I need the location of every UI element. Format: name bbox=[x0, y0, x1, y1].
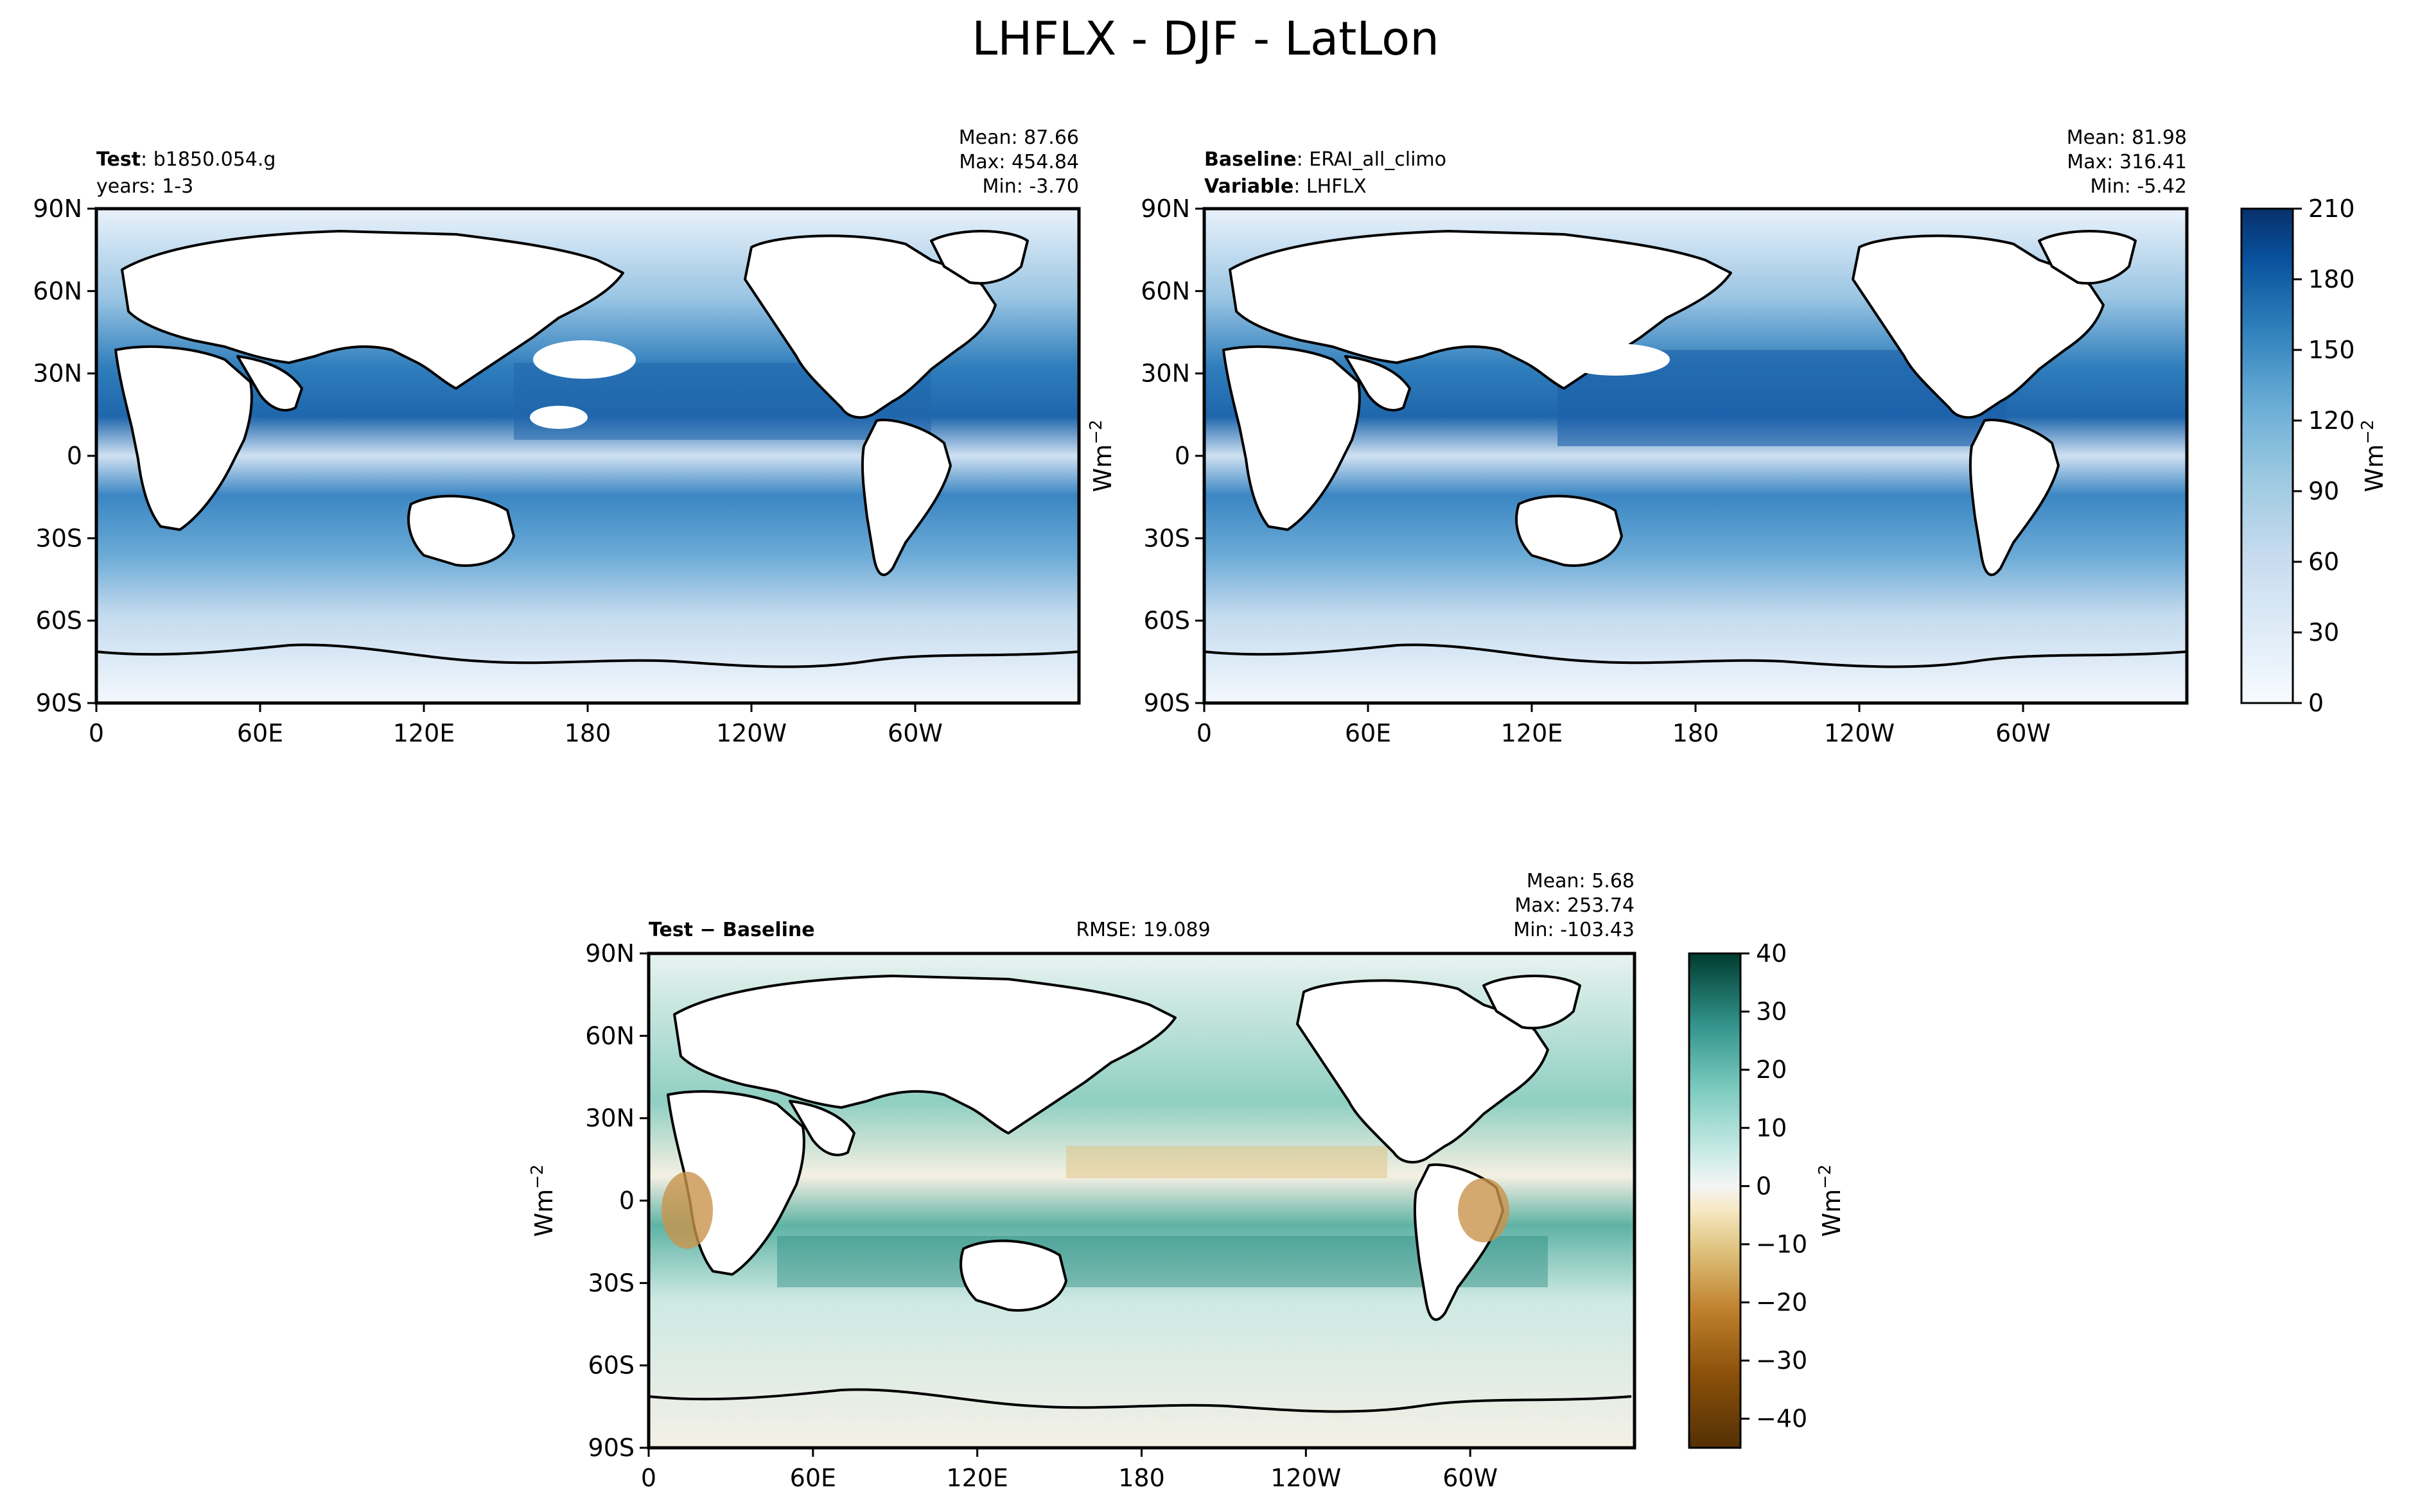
y-tick-label: 30N bbox=[585, 1104, 635, 1133]
y-tick-label: 0 bbox=[67, 442, 82, 470]
x-tick-label: 120E bbox=[946, 1464, 1008, 1492]
test-max: Max: 454.84 bbox=[959, 151, 1079, 173]
y-tick-label: 60S bbox=[588, 1351, 635, 1380]
x-tick-label: 60E bbox=[237, 719, 283, 747]
baseline-mean: Mean: 81.98 bbox=[2067, 126, 2187, 149]
x-tick-label: 60E bbox=[1345, 719, 1391, 747]
colorbar-tick-label: 210 bbox=[2308, 195, 2355, 223]
y-tick-label: 60N bbox=[585, 1021, 635, 1050]
x-tick-label: 60E bbox=[790, 1464, 836, 1492]
ylabel-baseline: Wm−2 bbox=[1087, 420, 1117, 492]
y-tick-label: 30N bbox=[1141, 360, 1190, 388]
y-tick-label: 60S bbox=[36, 607, 82, 635]
diff-max: Max: 253.74 bbox=[1514, 894, 1635, 917]
y-tick-label: 0 bbox=[619, 1186, 635, 1215]
y-tick-label: 30N bbox=[33, 360, 82, 388]
colorbar-tick-label: −30 bbox=[1756, 1346, 1807, 1375]
y-tick-label: 90N bbox=[1141, 195, 1190, 223]
colorbar-tick-label: 180 bbox=[2308, 265, 2355, 293]
diff-map-brown-patch bbox=[662, 1172, 713, 1249]
y-tick-label: 90S bbox=[588, 1434, 635, 1462]
colorbar-tick-label: 90 bbox=[2308, 477, 2339, 505]
x-tick-label: 120E bbox=[393, 719, 455, 747]
x-tick-label: 0 bbox=[89, 719, 104, 747]
y-tick-label: 90S bbox=[1144, 689, 1190, 717]
test-label: Test: b1850.054.g bbox=[96, 148, 276, 171]
colorbar-tick-label: 30 bbox=[1756, 998, 1787, 1026]
test-min: Min: -3.70 bbox=[983, 175, 1080, 198]
colorbar-tick-label: 150 bbox=[2308, 336, 2355, 364]
diff-label: Test − Baseline bbox=[649, 919, 815, 941]
x-tick-label: 0 bbox=[641, 1464, 656, 1492]
y-tick-label: 30S bbox=[588, 1269, 635, 1297]
y-tick-label: 60N bbox=[33, 277, 82, 305]
test-mean: Mean: 87.66 bbox=[959, 126, 1079, 149]
baseline-variable: Variable: LHFLX bbox=[1204, 175, 1367, 198]
x-tick-label: 60W bbox=[1995, 719, 2051, 747]
colorbar-tick-label: 40 bbox=[1756, 939, 1787, 968]
colorbar-tick-label: 20 bbox=[1756, 1056, 1787, 1084]
colorbar-blues-label: Wm−2 bbox=[2358, 420, 2389, 492]
diff-rmse: RMSE: 19.089 bbox=[1076, 919, 1210, 941]
colorbar-tick-label: 0 bbox=[2308, 689, 2324, 717]
colorbar-tick-label: 30 bbox=[2308, 618, 2339, 647]
figure-title: LHFLX - DJF - LatLon bbox=[972, 12, 1439, 65]
colorbar-blues-fill bbox=[2240, 207, 2294, 704]
x-tick-label: 120W bbox=[716, 719, 787, 747]
x-tick-label: 120E bbox=[1501, 719, 1563, 747]
baseline-min: Min: -5.42 bbox=[2091, 175, 2187, 198]
colorbar-brbg-label: Wm−2 bbox=[1816, 1165, 1846, 1237]
colorbar-blues bbox=[2240, 207, 2294, 704]
test-years: years: 1-3 bbox=[96, 175, 193, 198]
y-tick-label: 90N bbox=[585, 939, 635, 968]
colorbar-tick-label: 0 bbox=[1756, 1172, 1771, 1200]
y-tick-label: 30S bbox=[36, 524, 82, 552]
diff-mean: Mean: 5.68 bbox=[1527, 870, 1635, 892]
diff-min: Min: -103.43 bbox=[1513, 919, 1635, 941]
diff-map-brown-patch-2 bbox=[1458, 1178, 1509, 1242]
colorbar-tick-label: 120 bbox=[2308, 406, 2355, 435]
baseline-label: Baseline: ERAI_all_climo bbox=[1204, 148, 1446, 171]
colorbar-brbg-fill bbox=[1688, 952, 1742, 1449]
x-tick-label: 180 bbox=[565, 719, 611, 747]
x-tick-label: 60W bbox=[1442, 1464, 1498, 1492]
y-tick-label: 90S bbox=[36, 689, 82, 717]
colorbar-tick-label: 10 bbox=[1756, 1114, 1787, 1142]
ylabel-diff: Wm−2 bbox=[528, 1165, 558, 1237]
baseline-max: Max: 316.41 bbox=[2067, 151, 2187, 173]
colorbar-tick-label: −20 bbox=[1756, 1289, 1807, 1317]
x-tick-label: 180 bbox=[1118, 1464, 1165, 1492]
colorbar-brbg bbox=[1688, 952, 1742, 1449]
x-tick-label: 0 bbox=[1197, 719, 1212, 747]
colorbar-tick-label: −10 bbox=[1756, 1230, 1807, 1258]
x-tick-label: 180 bbox=[1672, 719, 1719, 747]
y-tick-label: 90N bbox=[33, 195, 82, 223]
x-tick-label: 120W bbox=[1270, 1464, 1341, 1492]
y-tick-label: 30S bbox=[1144, 524, 1190, 552]
y-tick-label: 60N bbox=[1141, 277, 1190, 305]
colorbar-tick-label: 60 bbox=[2308, 548, 2339, 576]
baseline-panel bbox=[1202, 207, 2189, 705]
x-tick-label: 120W bbox=[1824, 719, 1895, 747]
y-tick-label: 0 bbox=[1175, 442, 1190, 470]
difference-panel bbox=[647, 952, 1636, 1450]
colorbar-tick-label: −40 bbox=[1756, 1405, 1807, 1433]
y-tick-label: 60S bbox=[1144, 607, 1190, 635]
diff-map-brown-band bbox=[1066, 1146, 1387, 1178]
x-tick-label: 60W bbox=[888, 719, 943, 747]
test-panel bbox=[94, 207, 1081, 705]
